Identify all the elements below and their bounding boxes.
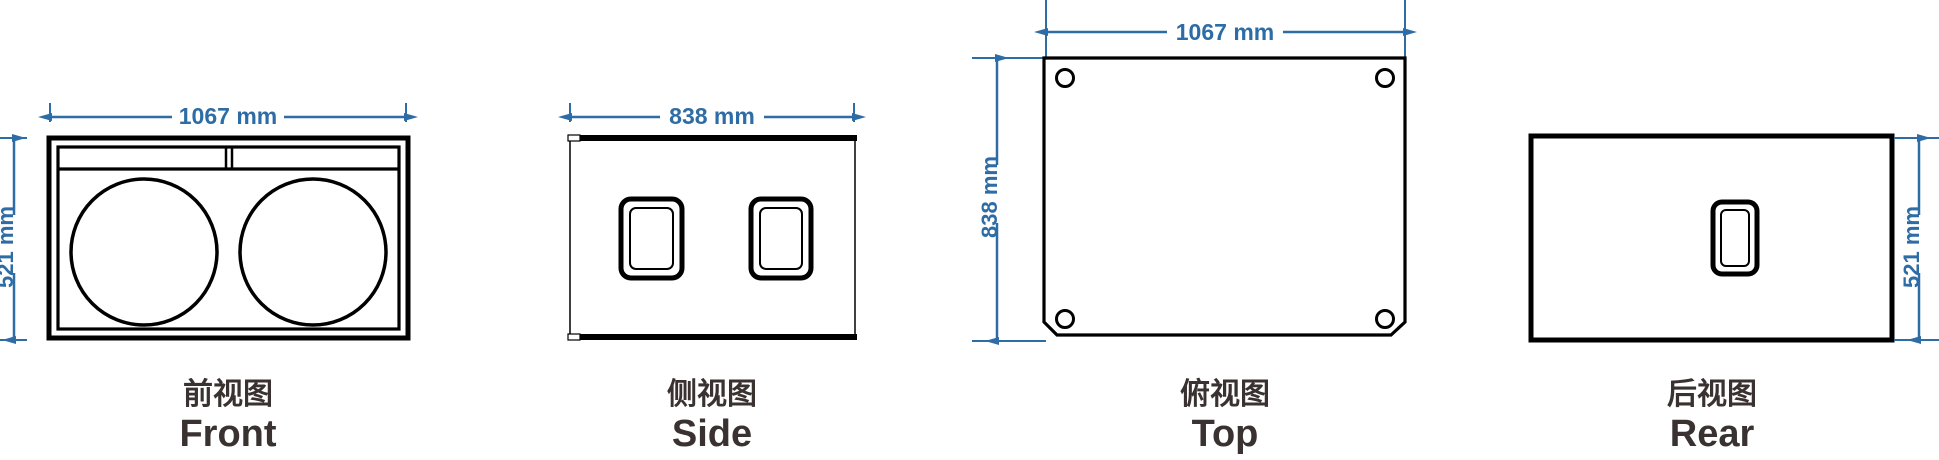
svg-text:1067 mm: 1067 mm	[179, 103, 277, 129]
svg-text:1067 mm: 1067 mm	[1176, 19, 1274, 45]
svg-text:838 mm: 838 mm	[977, 156, 1002, 238]
svg-text:521 mm: 521 mm	[1899, 206, 1924, 288]
svg-text:838 mm: 838 mm	[669, 103, 755, 129]
svg-text:521 mm: 521 mm	[0, 206, 18, 288]
